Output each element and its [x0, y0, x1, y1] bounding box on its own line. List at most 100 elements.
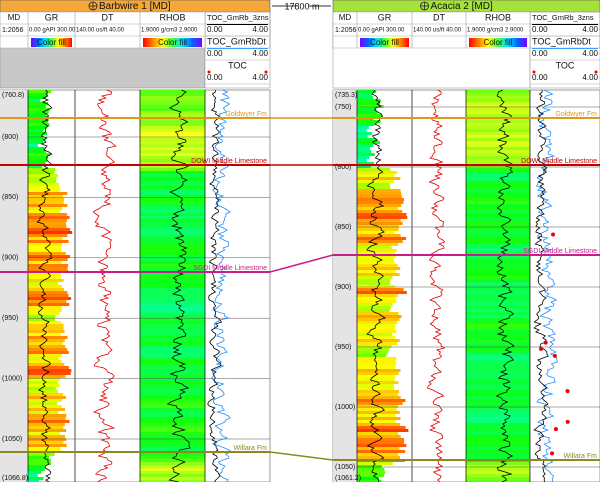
- gr-fill: [28, 186, 61, 189]
- rhob-fill: [140, 417, 205, 420]
- gr-fill: [357, 126, 369, 129]
- gr-fill: [28, 207, 63, 210]
- gr-fill: [28, 249, 61, 252]
- color-fill-label: Color fill: [158, 38, 187, 47]
- rhob-fill: [466, 435, 530, 438]
- rhob-fill: [466, 102, 530, 105]
- rhob-fill: [466, 156, 530, 159]
- rhob-fill: [466, 318, 530, 321]
- gr-fill: [357, 135, 368, 138]
- rhob-fill: [140, 402, 205, 405]
- rhob-fill: [466, 114, 530, 117]
- md-header: MD: [8, 13, 21, 22]
- gr-fill: [28, 159, 48, 162]
- gr-fill: [28, 480, 40, 482]
- gr-fill: [28, 138, 46, 141]
- rhob-fill: [466, 216, 530, 219]
- gr-fill: [357, 276, 393, 279]
- gr-fill: [28, 168, 56, 171]
- toc-name: TOC: [556, 60, 575, 70]
- rhob-fill: [466, 348, 530, 351]
- formation-top-label: Willara Fm: [234, 445, 268, 452]
- rhob-fill: [140, 264, 205, 267]
- gr-fill: [28, 363, 65, 366]
- toc-max: 4.00: [582, 25, 598, 34]
- track-name: DT: [433, 12, 445, 22]
- rhob-fill: [140, 228, 205, 231]
- rhob-fill: [466, 195, 530, 198]
- rhob-fill: [140, 213, 205, 216]
- gr-fill: [28, 210, 61, 213]
- rhob-fill: [466, 231, 530, 234]
- gr-fill: [28, 318, 56, 321]
- dt-curve: [92, 89, 117, 482]
- rhob-fill: [466, 90, 530, 93]
- rhob-fill: [466, 159, 530, 162]
- gr-fill: [28, 255, 71, 258]
- rhob-fill: [466, 438, 530, 441]
- gr-fill: [357, 234, 401, 237]
- gr-fill: [357, 297, 396, 300]
- rhob-fill: [466, 126, 530, 129]
- rhob-fill: [140, 261, 205, 264]
- rhob-fill: [140, 252, 205, 255]
- color-fill-label: Color fill: [484, 38, 513, 47]
- rhob-fill: [466, 219, 530, 222]
- toc-dot: [207, 70, 211, 74]
- gr-fill: [28, 282, 59, 285]
- gr-fill: [28, 102, 49, 105]
- gr-fill: [357, 114, 382, 117]
- rhob-fill: [466, 282, 530, 285]
- toc-sample: [551, 232, 556, 237]
- rhob-fill: [140, 144, 205, 147]
- gr-fill: [28, 105, 46, 108]
- rhob-fill: [466, 237, 530, 240]
- rhob-fill: [140, 186, 205, 189]
- rhob-fill: [466, 138, 530, 141]
- scale-label: 1:2056: [335, 27, 357, 34]
- rhob-fill: [140, 399, 205, 402]
- rhob-fill: [466, 429, 530, 432]
- gr-fill: [357, 375, 396, 378]
- rhob-fill: [466, 147, 530, 150]
- gr-fill: [28, 123, 50, 126]
- rhob-fill: [140, 273, 205, 276]
- gr-fill: [357, 285, 396, 288]
- gr-fill: [28, 447, 61, 450]
- gr-fill: [357, 96, 374, 99]
- gr-fill: [357, 153, 375, 156]
- toc-max: 4.00: [252, 49, 268, 58]
- rhob-fill: [466, 261, 530, 264]
- rhob-fill: [140, 324, 205, 327]
- rhob-fill: [140, 330, 205, 333]
- color-fill-label: Color fill: [37, 38, 66, 47]
- rhob-fill: [140, 339, 205, 342]
- rhob-fill: [140, 447, 205, 450]
- rhob-fill: [466, 276, 530, 279]
- rhob-fill: [466, 168, 530, 171]
- track-range: 1.9000 g/cm3 2.9000: [141, 28, 198, 34]
- rhob-fill: [466, 387, 530, 390]
- rhob-fill: [140, 147, 205, 150]
- rhob-fill: [466, 420, 530, 423]
- gr-fill: [28, 408, 66, 411]
- gr-fill: [357, 171, 398, 174]
- track-range: 0.00 gAPI 300.00: [358, 28, 405, 34]
- rhob-fill: [466, 267, 530, 270]
- rhob-fill: [466, 165, 530, 168]
- rhob-fill: [140, 459, 205, 462]
- toc-min: 0.00: [532, 25, 548, 34]
- rhob-fill: [466, 192, 530, 195]
- gr-fill: [357, 444, 407, 447]
- formation-top-label: Willara Fm: [564, 453, 598, 460]
- rhob-fill: [140, 282, 205, 285]
- rhob-fill: [140, 462, 205, 465]
- gr-fill: [357, 102, 380, 105]
- toc-curve: [533, 89, 549, 482]
- gr-fill: [357, 456, 401, 459]
- gr-fill: [28, 240, 69, 243]
- gr-fill: [357, 420, 396, 423]
- rhob-fill: [140, 153, 205, 156]
- gr-fill: [357, 90, 377, 93]
- rhob-fill: [140, 348, 205, 351]
